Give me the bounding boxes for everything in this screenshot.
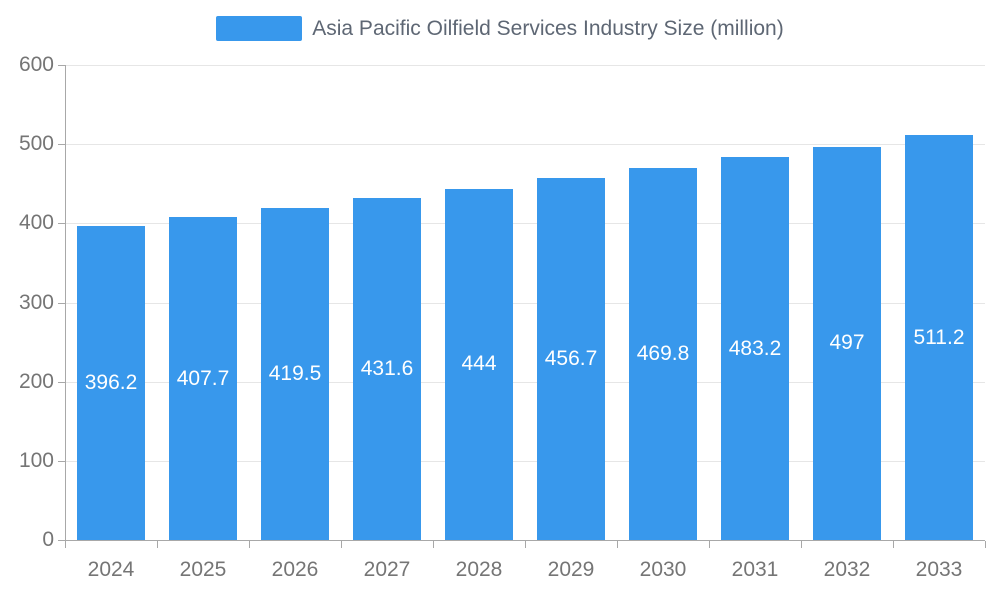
chart-legend[interactable]: Asia Pacific Oilfield Services Industry …: [0, 16, 1000, 41]
x-axis-tick: [433, 541, 434, 548]
y-axis-line: [65, 65, 66, 540]
x-axis-label: 2027: [363, 558, 411, 581]
bar: [169, 217, 237, 540]
y-axis-tick: [58, 65, 65, 66]
bar-value-label: 444: [461, 352, 497, 376]
x-axis-label: 2031: [731, 558, 779, 581]
bar-value-label: 456.7: [544, 347, 598, 371]
x-axis-tick: [157, 541, 158, 548]
bar-value-label: 419.5: [268, 361, 322, 385]
x-axis-label: 2025: [179, 558, 227, 581]
x-axis-tick: [617, 541, 618, 548]
x-axis-tick: [525, 541, 526, 548]
y-axis-label: 0: [42, 528, 54, 551]
x-axis-line: [65, 540, 985, 541]
bar: [353, 198, 421, 540]
x-axis-tick: [801, 541, 802, 548]
bar: [537, 178, 605, 540]
y-axis-tick: [58, 144, 65, 146]
x-axis-label: 2026: [271, 558, 319, 581]
bar-value-label: 431.6: [360, 357, 414, 381]
y-axis-tick: [58, 223, 65, 225]
bar-value-label: 497: [829, 331, 865, 355]
x-axis-label: 2032: [823, 558, 871, 581]
y-axis-tick: [58, 381, 65, 383]
gridline: [65, 302, 985, 304]
bar-value-label: 483.2: [728, 336, 782, 360]
bar: [445, 188, 513, 540]
bar-value-label: 511.2: [913, 325, 965, 349]
x-axis-tick: [249, 541, 250, 548]
bar-value-label: 396.2: [84, 371, 138, 395]
y-axis-label: 500: [18, 132, 54, 156]
x-axis-tick: [341, 541, 342, 548]
bar-value-label: 469.8: [636, 342, 690, 366]
x-axis-tick: [985, 541, 986, 548]
legend-swatch-icon: [216, 16, 303, 41]
gridline: [65, 381, 985, 383]
x-axis-label: 2033: [915, 558, 963, 581]
bar: [813, 146, 881, 540]
x-axis-label: 2024: [87, 558, 135, 581]
x-axis-tick: [893, 541, 894, 548]
bar-value-label: 407.7: [176, 366, 230, 390]
y-axis-label: 300: [18, 290, 54, 314]
gridline: [65, 460, 985, 462]
bar: [721, 157, 789, 540]
y-axis-tick: [58, 302, 65, 304]
y-axis-label: 600: [18, 53, 54, 76]
y-axis-label: 400: [18, 211, 54, 235]
bar: [77, 226, 145, 540]
gridline: [65, 144, 985, 146]
y-axis-label: 100: [18, 448, 54, 472]
bar: [905, 135, 973, 540]
bar: [629, 168, 697, 540]
x-axis-tick: [709, 541, 710, 548]
x-axis-tick: [65, 541, 66, 548]
gridline: [65, 223, 985, 225]
legend-label: Asia Pacific Oilfield Services Industry …: [312, 16, 784, 40]
x-axis-label: 2030: [639, 558, 687, 581]
x-axis-label: 2028: [455, 558, 503, 581]
y-axis-label: 200: [18, 369, 54, 393]
y-axis-tick: [58, 460, 65, 462]
gridline: [65, 65, 985, 66]
x-axis-label: 2029: [547, 558, 595, 581]
bar: [261, 207, 329, 540]
y-axis-tick: [58, 540, 65, 541]
